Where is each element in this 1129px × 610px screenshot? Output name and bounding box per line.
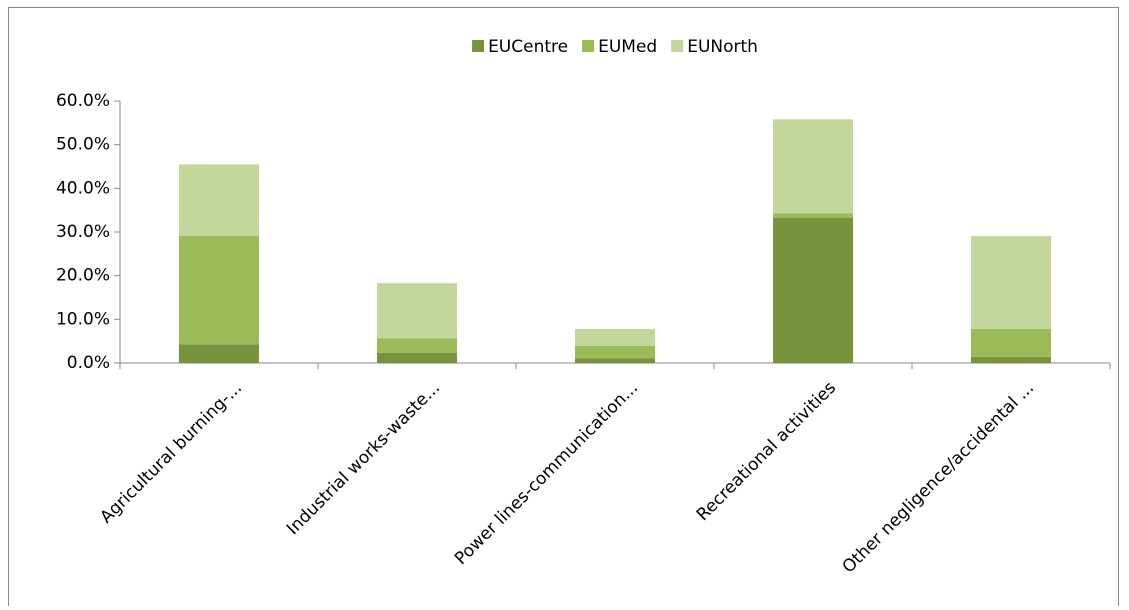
bar-segment: [971, 235, 1051, 329]
bar-segment: [179, 344, 259, 363]
bar-segment: [575, 345, 655, 359]
bar-segment: [773, 213, 853, 219]
legend-label: EUNorth: [687, 37, 758, 57]
y-tick-label: 0.0%: [67, 353, 110, 373]
legend-label: EUCentre: [488, 37, 568, 57]
y-tick-label: 30.0%: [56, 222, 110, 242]
legend-swatch: [582, 40, 595, 52]
bar-segment: [179, 164, 259, 236]
bar-segment: [377, 338, 457, 353]
bar-segment: [773, 218, 853, 363]
bar-segment: [575, 358, 655, 363]
legend-swatch: [472, 40, 485, 52]
bar-segment: [575, 328, 655, 346]
chart-frame: [8, 7, 1119, 608]
bar-segment: [971, 328, 1051, 357]
bar-segment: [179, 235, 259, 345]
bar-segment: [377, 352, 457, 363]
bar-segment: [773, 119, 853, 214]
legend-label: EUMed: [598, 37, 657, 57]
y-tick-label: 20.0%: [56, 266, 110, 286]
y-tick-label: 10.0%: [56, 309, 110, 329]
bar-segment: [377, 283, 457, 339]
bar-segment: [971, 356, 1051, 363]
legend-swatch: [671, 40, 684, 52]
y-tick-label: 40.0%: [56, 178, 110, 198]
y-tick-label: 60.0%: [56, 91, 110, 111]
y-tick-label: 50.0%: [56, 135, 110, 155]
